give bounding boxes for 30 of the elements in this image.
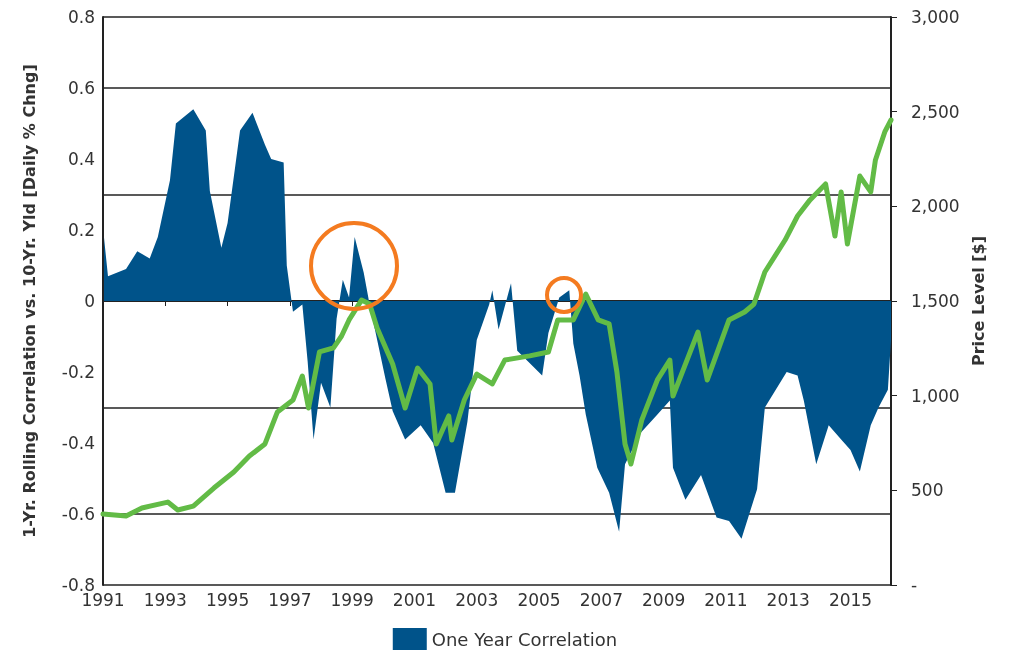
y-tick-label: 0 bbox=[84, 291, 95, 311]
x-tick-label: 1995 bbox=[205, 589, 250, 610]
y-axis-title: 1-Yr. Rolling Correlation vs. 10-Yr. Yld [Daily % Chng] bbox=[19, 64, 39, 538]
x-tick-label: 1999 bbox=[330, 589, 374, 610]
y2-tick-label: 3,000 bbox=[911, 7, 960, 27]
legend-label: One Year Correlation bbox=[431, 628, 618, 650]
x-tick-label: 2005 bbox=[517, 589, 561, 610]
y2-axis-title: Price Level [$] bbox=[969, 235, 989, 367]
y2-tick-label: 1,000 bbox=[911, 385, 960, 406]
x-tick-label: 2003 bbox=[455, 589, 499, 610]
y-tick-label: 0.4 bbox=[67, 149, 95, 169]
x-tick-label: 1993 bbox=[143, 589, 187, 610]
y-tick-label: -0.6 bbox=[61, 504, 95, 524]
x-tick-label: 2015 bbox=[828, 589, 873, 610]
y-tick-label: -0.2 bbox=[61, 362, 95, 382]
x-tick-label: 2009 bbox=[642, 589, 686, 610]
y2-tick-label: - bbox=[911, 575, 918, 595]
x-tick-label: 2011 bbox=[704, 589, 748, 610]
y-tick-label: 0.2 bbox=[67, 220, 95, 240]
x-tick-label: 1997 bbox=[268, 589, 312, 610]
x-tick-label: 2007 bbox=[579, 589, 623, 610]
y2-tick-label: 500 bbox=[911, 480, 944, 501]
x-tick-label: 2013 bbox=[766, 589, 810, 610]
y2-tick-label: 2,000 bbox=[911, 196, 960, 217]
y-tick-label: -0.4 bbox=[61, 433, 95, 453]
y2-tick-label: 2,500 bbox=[911, 101, 960, 122]
y2-tick-label: 1,500 bbox=[911, 291, 960, 311]
x-tick-label: 2001 bbox=[392, 589, 437, 610]
y-tick-label: 0.8 bbox=[67, 7, 95, 27]
y-tick-label: 0.6 bbox=[67, 78, 95, 98]
